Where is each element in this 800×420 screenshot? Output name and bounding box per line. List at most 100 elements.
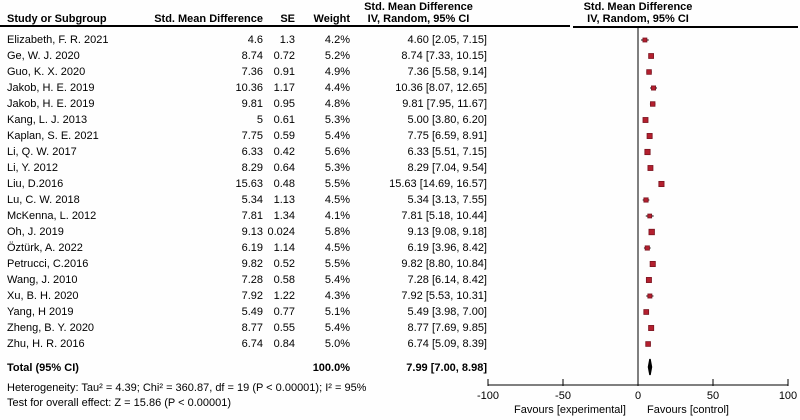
effect-marker [651,85,657,91]
study-row: Xu, B. H. 2020 7.92 1.22 4.3% 7.92 [5.53, 10… [0,288,487,304]
study-name: Wang, J. 2010 [7,274,78,286]
summary-diamond [647,358,653,376]
study-name: Ge, W. J. 2020 [7,50,80,62]
study-weight: 5.4% [324,322,350,334]
study-smd: 9.13 [241,226,263,238]
study-se: 1.3 [279,34,295,46]
study-weight: 4.5% [324,194,350,206]
study-se: 0.42 [273,146,295,158]
plot-method-header: IV, Random, 95% CI [587,13,689,25]
study-ci-text: 5.00 [3.80, 6.20] [407,114,487,126]
study-row: Li, Y. 2012 8.29 0.64 5.3% 8.29 [7.04, 9.54] [0,160,487,176]
study-ci-text: 7.28 [6.14, 8.42] [407,274,487,286]
study-ci-text: 6.33 [5.51, 7.15] [407,146,487,158]
effect-marker [647,165,654,171]
effect-marker [646,133,653,139]
study-name: Liu, D.2016 [7,178,64,190]
study-name: Zheng, B. Y. 2020 [7,322,95,334]
study-se: 0.64 [273,162,295,174]
study-row: Zhu, H. R. 2016 6.74 0.84 5.0% 6.74 [5.09, 8… [0,336,487,352]
study-name: Öztürk, A. 2022 [7,242,83,254]
study-se: 0.59 [273,130,295,142]
effect-marker [647,213,653,219]
study-row: Wang, J. 2010 7.28 0.58 5.4% 7.28 [6.14, 8.4… [0,272,487,288]
study-smd: 7.92 [241,290,263,302]
study-se: 0.72 [273,50,295,62]
study-row: Guo, K. X. 2020 7.36 0.91 4.9% 7.36 [5.58, 9… [0,64,487,80]
heterogeneity-text: Heterogeneity: Tau² = 4.39; Chi² = 360.8… [7,382,367,394]
study-row: Petrucci, C.2016 9.82 0.52 5.5% 9.82 [8.80, … [0,256,487,272]
effect-marker [644,148,651,156]
study-se: 0.84 [273,338,295,350]
study-row: Kaplan, S. E. 2021 7.75 0.59 5.4% 7.75 [6.59… [0,128,487,144]
effect-marker [645,341,651,347]
study-weight: 5.5% [324,258,350,270]
study-weight: 5.6% [324,146,350,158]
study-se: 0.91 [273,66,295,78]
axis-tick-label: -100 [477,390,499,402]
study-weight: 4.5% [324,242,350,254]
effect-marker [649,260,656,268]
left-effect-group-header: Std. Mean Difference [364,1,473,13]
study-column-header: Study or Subgroup [7,13,107,25]
ci-column-header: IV, Random, 95% CI [367,13,470,25]
study-se: 0.55 [273,322,295,334]
study-name: Kaplan, S. E. 2021 [7,130,99,142]
effect-marker [648,53,654,59]
study-smd: 9.82 [241,258,263,270]
study-smd: 15.63 [235,178,263,190]
study-weight: 4.4% [324,82,350,94]
total-label: Total (95% CI) [7,362,79,374]
study-row: Oh, J. 2019 9.13 0.024 5.8% 9.13 [9.08, 9.18… [0,224,487,240]
overall-effect-text: Test for overall effect: Z = 15.86 (P < … [7,397,232,409]
effect-marker [648,228,655,236]
study-name: Elizabeth, F. R. 2021 [7,34,109,46]
study-ci-text: 15.63 [14.69, 16.57] [389,178,487,190]
study-se: 0.95 [273,98,295,110]
study-name: Yang, H 2019 [7,306,74,318]
effect-marker [643,309,650,315]
study-row: Öztürk, A. 2022 6.19 1.14 4.5% 6.19 [3.96, 8… [0,240,487,256]
right-effect-group-header: Std. Mean Difference [583,1,693,13]
study-row: Elizabeth, F. R. 2021 4.6 1.3 4.2% 4.60 [2.0… [0,32,487,48]
study-smd: 6.74 [241,338,263,350]
study-row: Jakob, H. E. 2019 9.81 0.95 4.8% 9.81 [7.95,… [0,96,487,112]
study-name: Jakob, H. E. 2019 [7,98,95,110]
study-row: Ge, W. J. 2020 8.74 0.72 5.2% 8.74 [7.33, 10… [0,48,487,64]
study-se: 1.22 [273,290,295,302]
effect-marker [644,245,650,251]
study-name: Guo, K. X. 2020 [7,66,86,78]
total-row: Total (95% CI) 100.0% 7.99 [7.00, 8.98] [0,360,487,376]
study-weight: 4.1% [324,210,350,222]
effect-marker [646,69,652,75]
study-name: Li, Q. W. 2017 [7,146,77,158]
study-name: Jakob, H. E. 2019 [7,82,95,94]
study-smd: 5.34 [241,194,263,206]
effect-marker [643,197,649,203]
study-ci-text: 9.81 [7.95, 11.67] [402,98,487,110]
favours-left-label: Favours [experimental] [514,404,626,416]
smd-column-header: Std. Mean Difference [154,13,263,25]
study-smd: 8.74 [241,50,263,62]
study-ci-text: 5.34 [3.13, 7.55] [407,194,487,206]
header-rule-right [573,26,798,28]
study-name: Petrucci, C.2016 [7,258,89,270]
effect-marker [647,293,653,299]
total-ci: 7.99 [7.00, 8.98] [406,362,487,374]
effect-marker [645,277,652,283]
study-smd: 4.6 [247,34,263,46]
study-name: Xu, B. H. 2020 [7,290,79,302]
effect-marker [642,117,649,123]
study-weight: 5.1% [324,306,350,318]
axis-tick-label: 0 [635,390,641,402]
study-se: 1.13 [273,194,295,206]
study-weight: 5.5% [324,178,350,190]
study-ci-text: 7.75 [6.59, 8.91] [407,130,487,142]
study-weight: 5.3% [324,114,350,126]
study-smd: 7.81 [241,210,263,222]
study-se: 1.34 [273,210,295,222]
study-smd: 10.36 [235,82,263,94]
study-name: Oh, J. 2019 [7,226,64,238]
